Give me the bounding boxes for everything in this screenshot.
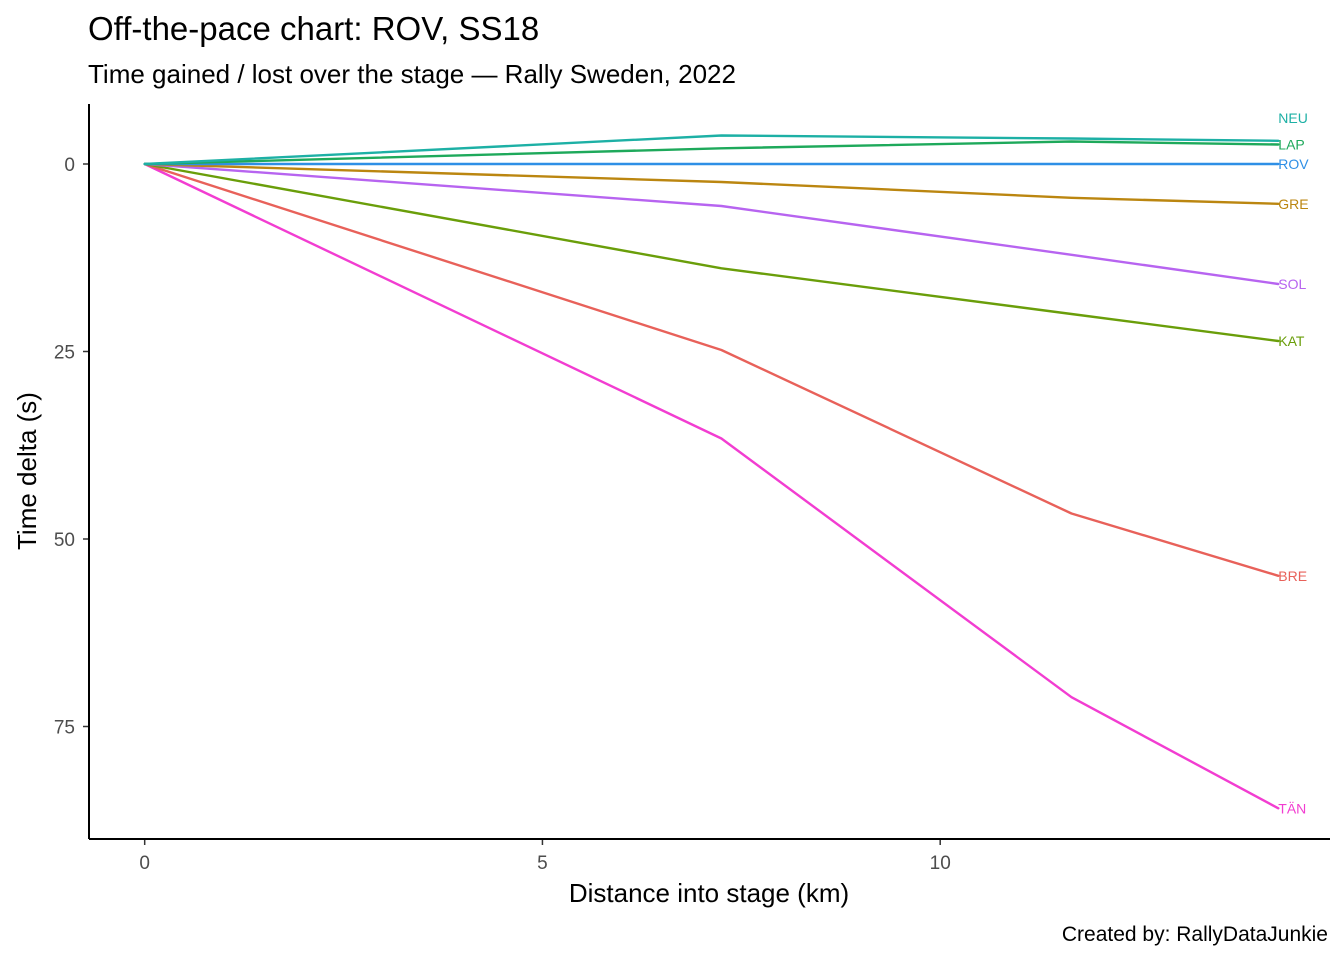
y-tick-label: 25	[54, 343, 75, 364]
series-end-label: KAT	[1278, 333, 1305, 349]
series-end-label: TÄN	[1278, 800, 1306, 816]
series-end-label: SOL	[1278, 276, 1306, 292]
y-tick-label: 75	[54, 718, 75, 739]
series-end-label: BRE	[1278, 568, 1307, 584]
series-line-lap	[143, 140, 1280, 166]
series-line-tän	[143, 162, 1280, 810]
x-tick-label: 0	[139, 853, 150, 874]
series-line-bre	[143, 162, 1280, 577]
series-line-sol	[143, 162, 1280, 286]
series-end-labels: NEU LAP ROV GRE SOL KAT BRE TÄN	[1278, 110, 1309, 817]
chart-caption: Created by: RallyDataJunkie	[1062, 923, 1328, 946]
series-end-label: ROV	[1278, 156, 1309, 172]
series-line-gre	[143, 162, 1280, 206]
series-line-neu	[143, 134, 1280, 166]
x-tick-label: 5	[537, 853, 548, 874]
y-tick-label: 0	[64, 155, 75, 176]
x-axis-ticks: 0 5 10	[139, 839, 951, 874]
x-axis-title: Distance into stage (km)	[569, 878, 849, 908]
series-lines	[143, 134, 1280, 810]
series-line-kat	[143, 162, 1280, 343]
series-end-label: LAP	[1278, 137, 1304, 153]
y-axis-title: Time delta (s)	[12, 392, 42, 550]
series-end-label: GRE	[1278, 196, 1308, 212]
chart-title: Off-the-pace chart: ROV, SS18	[88, 10, 539, 47]
y-tick-label: 50	[54, 530, 75, 551]
x-tick-label: 10	[930, 853, 951, 874]
chart-subtitle: Time gained / lost over the stage — Rall…	[88, 59, 736, 89]
series-end-label: NEU	[1278, 110, 1308, 126]
y-axis-ticks: 0 25 50 75	[54, 155, 89, 739]
